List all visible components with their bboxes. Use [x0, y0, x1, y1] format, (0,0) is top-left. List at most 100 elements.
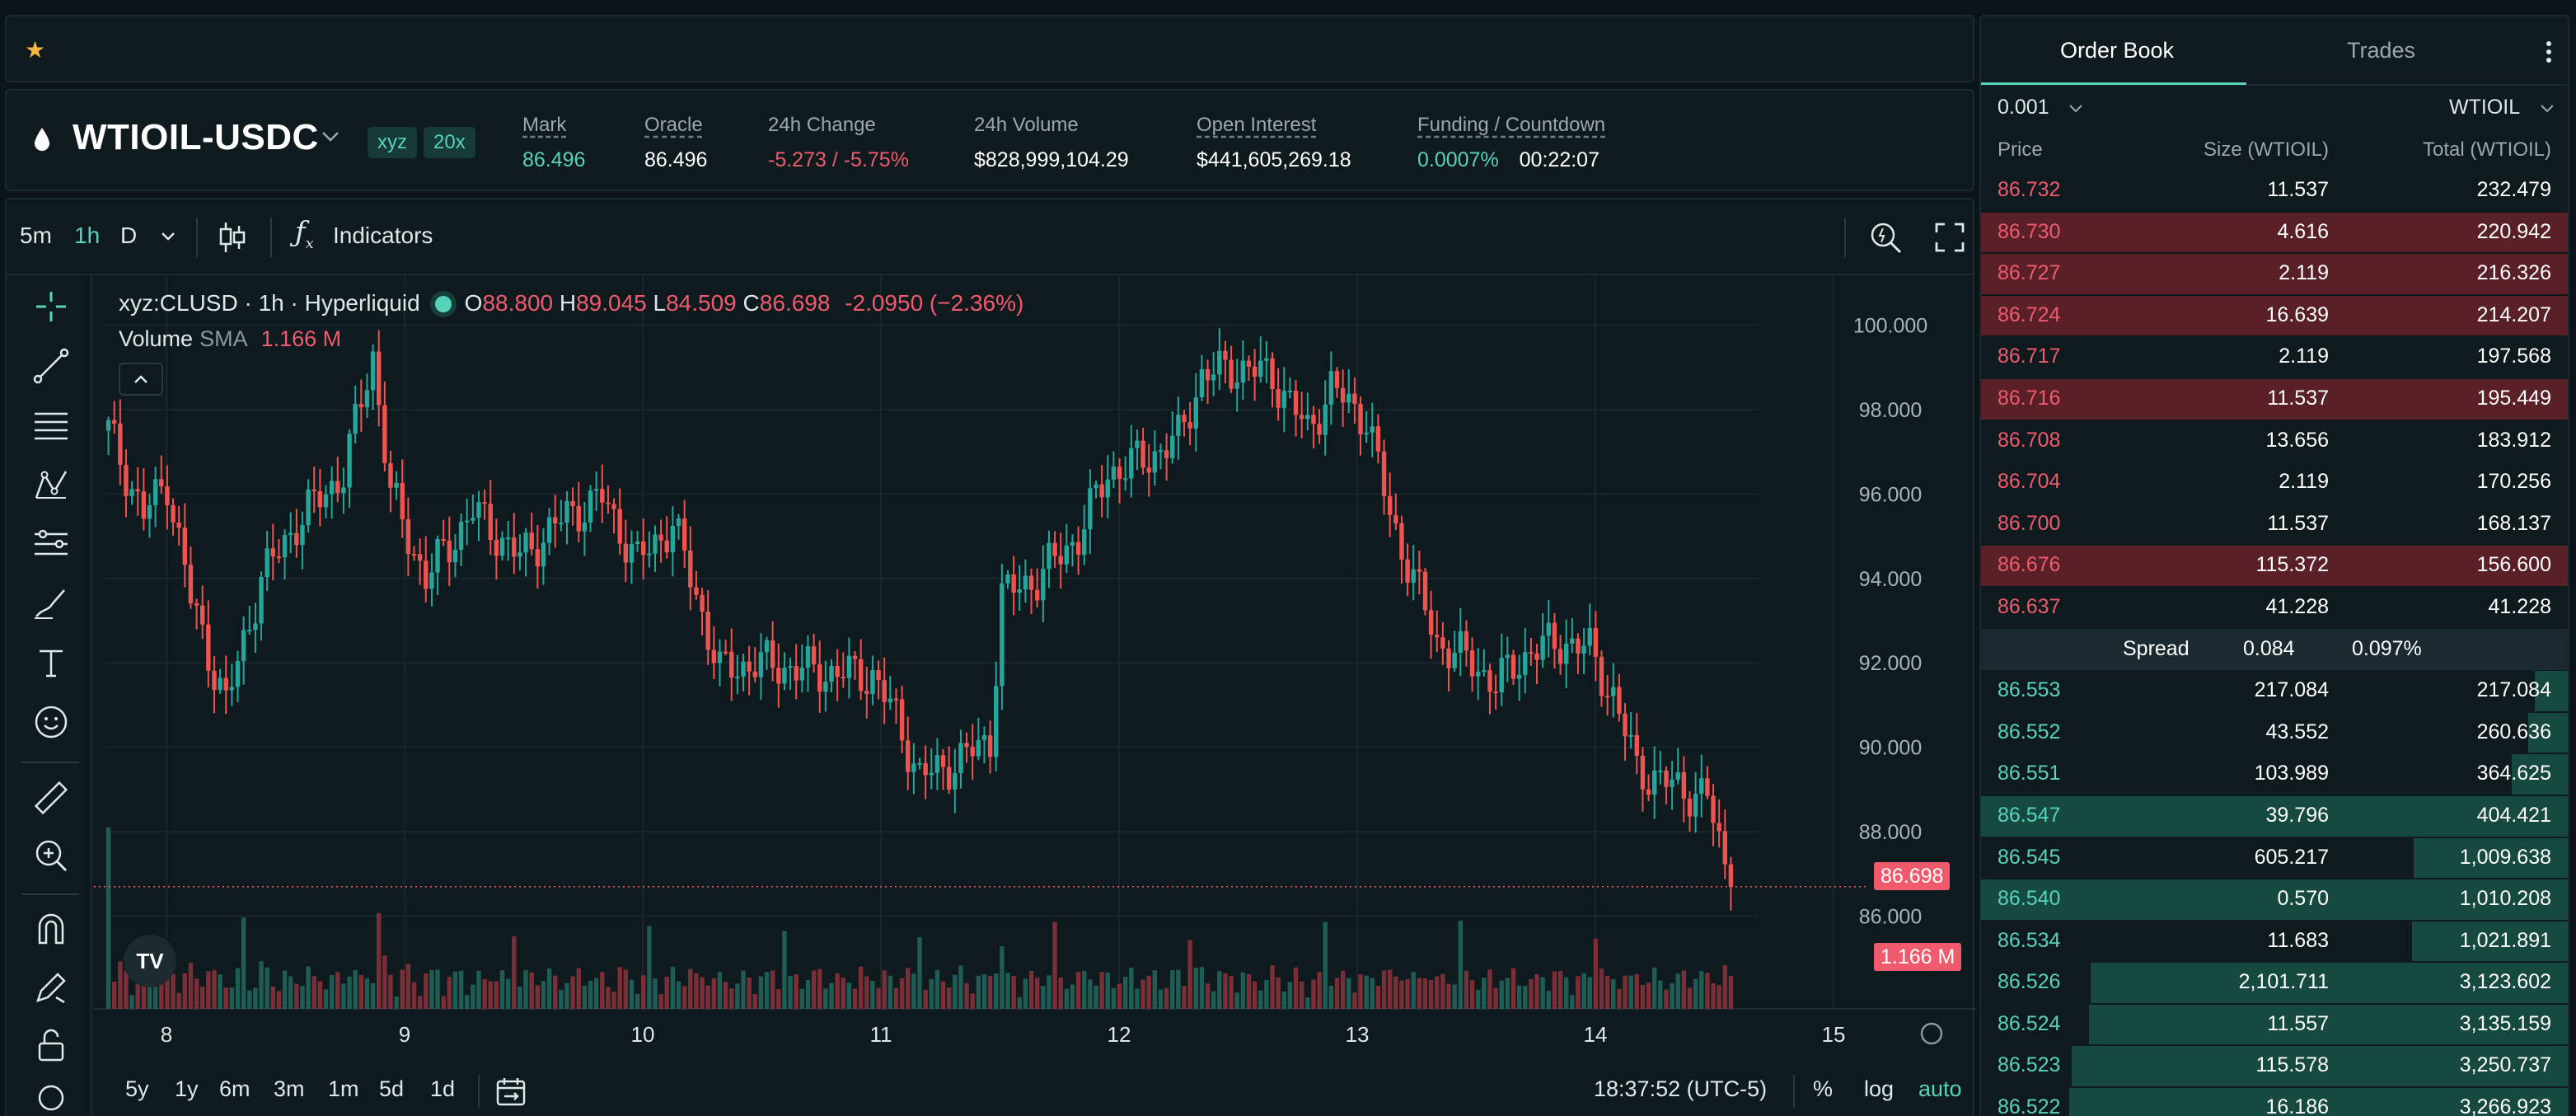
volume-bar [582, 985, 588, 1009]
fullscreen-icon[interactable] [1933, 221, 1966, 254]
prediction-icon[interactable] [31, 524, 71, 564]
volume-bar [1111, 987, 1117, 1009]
bid-row[interactable]: 86.524 11.557 3,135.159 [1981, 1004, 2568, 1046]
ask-row[interactable]: 86.704 2.119 170.256 [1981, 462, 2568, 504]
volume-bar [1075, 972, 1081, 1009]
favorite-star-icon[interactable]: ★ [25, 37, 46, 63]
log-toggle[interactable]: log [1864, 1076, 1895, 1101]
magnet-icon[interactable] [31, 910, 71, 950]
depth-bar [1981, 795, 2568, 837]
crosshair-icon[interactable] [31, 287, 71, 326]
bid-row[interactable]: 86.551 103.989 364.625 [1981, 753, 2568, 795]
chevron-down-icon[interactable] [318, 124, 343, 148]
candle-body [976, 739, 981, 757]
date-range-icon[interactable] [494, 1076, 527, 1108]
range-5y[interactable]: 5y [125, 1076, 149, 1101]
bid-row[interactable]: 86.522 16.186 3,266.923 [1981, 1087, 2568, 1116]
volume-bar [512, 936, 517, 1009]
text-icon[interactable] [31, 643, 71, 682]
brush-icon[interactable] [31, 584, 71, 623]
volume-bar [1487, 969, 1492, 1009]
bid-row[interactable]: 86.526 2,101.711 3,123.602 [1981, 962, 2568, 1004]
candle-body [358, 404, 364, 408]
candle-style-icon[interactable] [216, 219, 249, 256]
range-1d[interactable]: 1d [430, 1076, 456, 1101]
lock-icon[interactable] [31, 1025, 71, 1065]
ask-row[interactable]: 86.730 4.616 220.942 [1981, 212, 2568, 254]
range-5d[interactable]: 5d [379, 1076, 405, 1101]
bid-row[interactable]: 86.523 115.578 3,250.737 [1981, 1045, 2568, 1087]
leverage-badge[interactable]: 20x [424, 127, 475, 158]
volume-bar [499, 970, 505, 1009]
ask-row[interactable]: 86.724 16.639 214.207 [1981, 295, 2568, 337]
percent-toggle[interactable]: % [1813, 1076, 1834, 1101]
zoom-in-icon[interactable] [31, 836, 71, 875]
candle-body [623, 543, 629, 563]
candle-body [347, 434, 352, 488]
ask-price: 86.724 [1998, 302, 2061, 326]
timeframe-1h[interactable]: 1h [74, 223, 101, 248]
candle-body [505, 537, 511, 540]
pattern-icon[interactable] [31, 465, 71, 504]
candle-body [794, 666, 799, 681]
tick-size-select[interactable]: 0.001 [1998, 96, 2049, 119]
function-icon[interactable]: ƒx [295, 216, 314, 252]
quick-search-icon[interactable] [1867, 219, 1904, 256]
ask-row[interactable]: 86.676 115.372 156.600 [1981, 545, 2568, 587]
timeframe-d[interactable]: D [120, 223, 138, 248]
chevron-down-icon[interactable] [158, 226, 178, 246]
trend-line-icon[interactable] [31, 346, 71, 386]
ruler-icon[interactable] [31, 778, 71, 818]
chevron-down-icon[interactable] [2538, 99, 2556, 117]
volume-bar [1670, 982, 1674, 1009]
volume-bar [893, 987, 899, 1009]
bid-row[interactable]: 86.540 0.570 1,010.208 [1981, 879, 2568, 921]
ask-row[interactable]: 86.716 11.537 195.449 [1981, 378, 2568, 420]
stay-drawing-icon[interactable] [31, 968, 71, 1007]
candle-body [1411, 569, 1416, 583]
range-3m[interactable]: 3m [274, 1076, 305, 1101]
volume-bar [929, 978, 934, 1009]
chevron-down-icon[interactable] [2067, 99, 2085, 117]
fib-retracement-icon[interactable] [31, 406, 71, 445]
volume-bar [1651, 967, 1657, 1009]
ask-row[interactable]: 86.637 41.228 41.228 [1981, 587, 2568, 629]
unit-select[interactable]: WTIOIL [2449, 96, 2521, 119]
bid-row[interactable]: 86.553 217.084 217.084 [1981, 670, 2568, 712]
tab-trades[interactable]: Trades [2347, 38, 2416, 63]
timeframe-5m[interactable]: 5m [20, 223, 52, 248]
range-1m[interactable]: 1m [328, 1076, 359, 1101]
volume-bar [1229, 976, 1234, 1009]
range-6m[interactable]: 6m [219, 1076, 251, 1101]
ask-row[interactable]: 86.700 11.537 168.137 [1981, 504, 2568, 546]
ask-row[interactable]: 86.727 2.119 216.326 [1981, 253, 2568, 295]
more-options-icon[interactable] [2545, 40, 2553, 64]
price-chart[interactable]: 100.000 98.000 96.000 94.000 92.000 90.000 88.… [94, 275, 1976, 1067]
candle-body [1417, 569, 1422, 572]
ask-row[interactable]: 86.708 13.656 183.912 [1981, 420, 2568, 462]
candle-body [135, 489, 140, 492]
bid-row[interactable]: 86.552 43.552 260.636 [1981, 712, 2568, 754]
emoji-icon[interactable] [31, 702, 71, 742]
collapse-legend-button[interactable] [119, 363, 163, 396]
volume-bar [1064, 988, 1070, 1009]
ask-row[interactable]: 86.732 11.537 232.479 [1981, 170, 2568, 212]
bid-row[interactable]: 86.545 605.217 1,009.638 [1981, 837, 2568, 879]
volume-bar [1047, 975, 1051, 1009]
active-tab-indicator [1981, 82, 2246, 85]
volume-bar [1529, 979, 1534, 1009]
candlestick-chart[interactable]: 100.000 98.000 96.000 94.000 92.000 90.000 88.… [94, 275, 1976, 1067]
indicators-button[interactable]: Indicators [333, 223, 433, 248]
visibility-icon[interactable] [31, 1078, 71, 1111]
candle-body [1170, 435, 1175, 458]
market-symbol[interactable]: WTIOIL-USDC [73, 117, 319, 157]
volume-bar [311, 976, 316, 1009]
tradingview-logo[interactable]: TV [124, 935, 176, 987]
range-1y[interactable]: 1y [175, 1076, 199, 1101]
bid-row[interactable]: 86.547 39.796 404.421 [1981, 795, 2568, 837]
bid-row[interactable]: 86.534 11.683 1,021.891 [1981, 921, 2568, 963]
auto-toggle[interactable]: auto [1918, 1076, 1962, 1101]
ask-row[interactable]: 86.717 2.119 197.568 [1981, 336, 2568, 378]
clock-display[interactable]: 18:37:52 (UTC-5) [1594, 1076, 1768, 1101]
tab-order-book[interactable]: Order Book [2060, 38, 2175, 63]
